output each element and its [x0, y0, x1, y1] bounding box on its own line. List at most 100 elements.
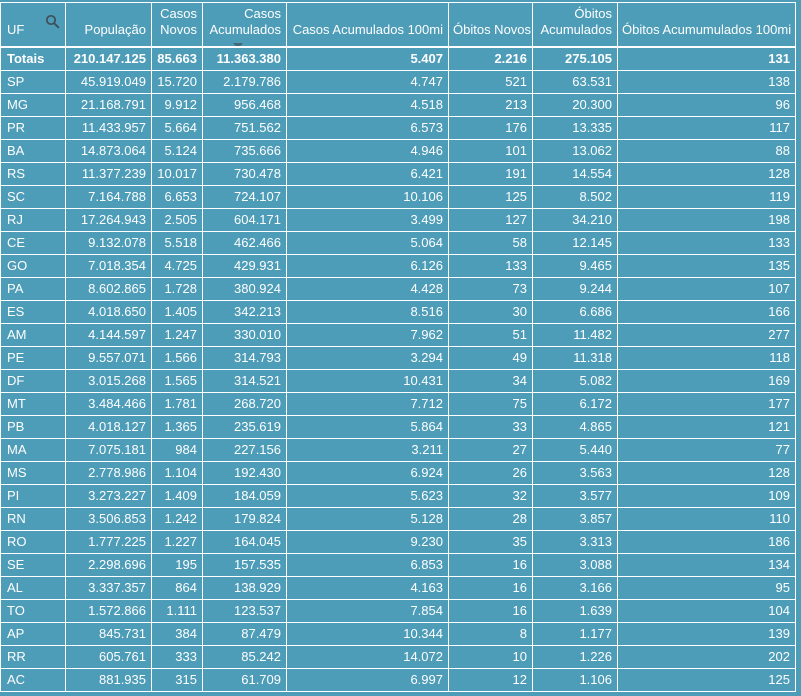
value-cell[interactable]: 9.132.078 — [65, 230, 152, 255]
value-cell[interactable]: 121 — [617, 414, 796, 439]
value-cell[interactable]: 14.072 — [286, 644, 449, 669]
sort-desc-icon[interactable] — [233, 42, 243, 45]
value-cell[interactable]: 128 — [617, 460, 796, 485]
value-cell[interactable]: 30 — [448, 299, 533, 324]
value-cell[interactable]: 3.088 — [532, 552, 618, 577]
value-cell[interactable]: 7.712 — [286, 391, 449, 416]
table-row[interactable]: MA 7.075.181 984 227.156 3.211 27 5.440 77 — [0, 437, 796, 462]
value-cell[interactable]: 1.409 — [151, 483, 203, 508]
row-label-cell[interactable]: TO — [0, 598, 66, 623]
value-cell[interactable]: 4.518 — [286, 92, 449, 117]
value-cell[interactable]: 176 — [448, 115, 533, 140]
value-cell[interactable]: 6.172 — [532, 391, 618, 416]
value-cell[interactable]: 881.935 — [65, 667, 152, 693]
value-cell[interactable]: 1.639 — [532, 598, 618, 623]
value-cell[interactable]: 5.623 — [286, 483, 449, 508]
value-cell[interactable]: 73 — [448, 276, 533, 301]
value-cell[interactable]: 845.731 — [65, 621, 152, 646]
value-cell[interactable]: 6.421 — [286, 161, 449, 186]
value-cell[interactable]: 227.156 — [202, 437, 287, 462]
value-cell[interactable]: 58 — [448, 230, 533, 255]
value-cell[interactable]: 88 — [617, 138, 796, 163]
value-cell[interactable]: 125 — [448, 184, 533, 209]
value-cell[interactable]: 8.516 — [286, 299, 449, 324]
row-label-cell[interactable]: AP — [0, 621, 66, 646]
value-cell[interactable]: 34.210 — [532, 207, 618, 232]
value-cell[interactable]: 314.521 — [202, 368, 287, 393]
table-row[interactable]: PR 11.433.957 5.664 751.562 6.573 176 13.335 11… — [0, 115, 796, 140]
value-cell[interactable]: 1.777.225 — [65, 529, 152, 554]
table-row[interactable]: GO 7.018.354 4.725 429.931 6.126 133 9.465 135 — [0, 253, 796, 278]
value-cell[interactable]: 6.126 — [286, 253, 449, 278]
value-cell[interactable]: 20.300 — [532, 92, 618, 117]
value-cell[interactable]: 125 — [617, 667, 796, 693]
value-cell[interactable]: 15.720 — [151, 69, 203, 94]
table-row[interactable]: RR 605.761 333 85.242 14.072 10 1.226 202 — [0, 644, 796, 669]
row-label-cell[interactable]: SE — [0, 552, 66, 577]
table-row[interactable]: MT 3.484.466 1.781 268.720 7.712 75 6.172 177 — [0, 391, 796, 416]
value-cell[interactable]: 123.537 — [202, 598, 287, 623]
value-cell[interactable]: 139 — [617, 621, 796, 646]
value-cell[interactable]: 35 — [448, 529, 533, 554]
column-header-obitos-acumulados[interactable]: Óbitos Acumulados — [532, 2, 618, 48]
value-cell[interactable]: 6.924 — [286, 460, 449, 485]
table-row[interactable]: MG 21.168.791 9.912 956.468 4.518 213 20.300 96 — [0, 92, 796, 117]
table-row[interactable]: BA 14.873.064 5.124 735.666 4.946 101 13.062 88 — [0, 138, 796, 163]
value-cell[interactable]: 12.145 — [532, 230, 618, 255]
value-cell[interactable]: 4.144.597 — [65, 322, 152, 347]
row-label-cell[interactable]: PR — [0, 115, 66, 140]
value-cell[interactable]: 133 — [448, 253, 533, 278]
value-cell[interactable]: 5.440 — [532, 437, 618, 462]
table-row[interactable]: TO 1.572.866 1.111 123.537 7.854 16 1.639 104 — [0, 598, 796, 623]
column-header-populacao[interactable]: População — [65, 2, 152, 48]
value-cell[interactable]: 51 — [448, 322, 533, 347]
value-cell[interactable]: 45.919.049 — [65, 69, 152, 94]
value-cell[interactable]: 1.226 — [532, 644, 618, 669]
table-row[interactable]: CE 9.132.078 5.518 462.466 5.064 58 12.145 133 — [0, 230, 796, 255]
value-cell[interactable]: 119 — [617, 184, 796, 209]
value-cell[interactable]: 10.106 — [286, 184, 449, 209]
table-row[interactable]: AL 3.337.357 864 138.929 4.163 16 3.166 95 — [0, 575, 796, 600]
row-label-cell[interactable]: RO — [0, 529, 66, 554]
value-cell[interactable]: 5.082 — [532, 368, 618, 393]
value-cell[interactable]: 2.505 — [151, 207, 203, 232]
value-cell[interactable]: 4.018.127 — [65, 414, 152, 439]
value-cell[interactable]: 169 — [617, 368, 796, 393]
column-header-uf[interactable]: UF — [0, 2, 66, 48]
value-cell[interactable]: 6.997 — [286, 667, 449, 693]
value-cell[interactable]: 34 — [448, 368, 533, 393]
table-row[interactable]: SC 7.164.788 6.653 724.107 10.106 125 8.502 119 — [0, 184, 796, 209]
value-cell[interactable]: 1.104 — [151, 460, 203, 485]
value-cell[interactable]: 184.059 — [202, 483, 287, 508]
value-cell[interactable]: 27 — [448, 437, 533, 462]
value-cell[interactable]: 127 — [448, 207, 533, 232]
totals-row[interactable]: Totais 210.147.125 85.663 11.363.380 5.407 2.… — [0, 46, 796, 71]
value-cell[interactable]: 268.720 — [202, 391, 287, 416]
value-cell[interactable]: 333 — [151, 644, 203, 669]
value-cell[interactable]: 1.242 — [151, 506, 203, 531]
value-cell[interactable]: 11.433.957 — [65, 115, 152, 140]
value-cell[interactable]: 77 — [617, 437, 796, 462]
value-cell[interactable]: 3.313 — [532, 529, 618, 554]
value-cell[interactable]: 21.168.791 — [65, 92, 152, 117]
value-cell[interactable]: 109 — [617, 483, 796, 508]
value-cell[interactable]: 13.335 — [532, 115, 618, 140]
value-cell[interactable]: 195 — [151, 552, 203, 577]
value-cell[interactable]: 1.566 — [151, 345, 203, 370]
value-cell[interactable]: 9.465 — [532, 253, 618, 278]
value-cell[interactable]: 384 — [151, 621, 203, 646]
value-cell[interactable]: 117 — [617, 115, 796, 140]
value-cell[interactable]: 521 — [448, 69, 533, 94]
value-cell[interactable]: 28 — [448, 506, 533, 531]
search-icon[interactable] — [45, 14, 60, 29]
value-cell[interactable]: 5.664 — [151, 115, 203, 140]
value-cell[interactable]: 730.478 — [202, 161, 287, 186]
value-cell[interactable]: 4.163 — [286, 575, 449, 600]
value-cell[interactable]: 956.468 — [202, 92, 287, 117]
value-cell[interactable]: 3.294 — [286, 345, 449, 370]
value-cell[interactable]: 3.015.268 — [65, 368, 152, 393]
value-cell[interactable]: 10.017 — [151, 161, 203, 186]
value-cell[interactable]: 10 — [448, 644, 533, 669]
row-label-cell[interactable]: RR — [0, 644, 66, 669]
value-cell[interactable]: 1.728 — [151, 276, 203, 301]
